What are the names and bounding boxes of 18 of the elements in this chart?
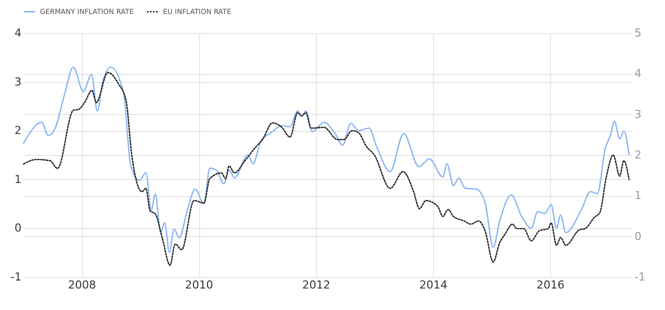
y2-tick-label: 5 xyxy=(634,26,642,40)
y-tick-label: 1 xyxy=(14,172,22,186)
y2-tick-label: 0 xyxy=(634,230,642,243)
y2-tick-label: 4 xyxy=(634,67,642,80)
y2-tick-label: -1 xyxy=(634,270,646,284)
y-tick-label: 2 xyxy=(14,124,22,138)
y-tick-label: 3 xyxy=(14,75,22,88)
y2-tick-label: 3 xyxy=(634,108,642,121)
y-tick-label: -1 xyxy=(10,270,22,284)
x-tick-label: 2016 xyxy=(536,278,565,292)
y2-tick-label: 1 xyxy=(634,189,642,202)
y2-tick-label: 2 xyxy=(634,148,642,162)
y-tick-label: 4 xyxy=(14,26,22,40)
x-tick-label: 2012 xyxy=(302,278,330,292)
x-tick-label: 2014 xyxy=(419,278,448,292)
y-tick-label: 0 xyxy=(14,222,22,235)
x-tick-label: 2010 xyxy=(185,278,214,292)
x-tick-label: 2008 xyxy=(68,278,96,292)
